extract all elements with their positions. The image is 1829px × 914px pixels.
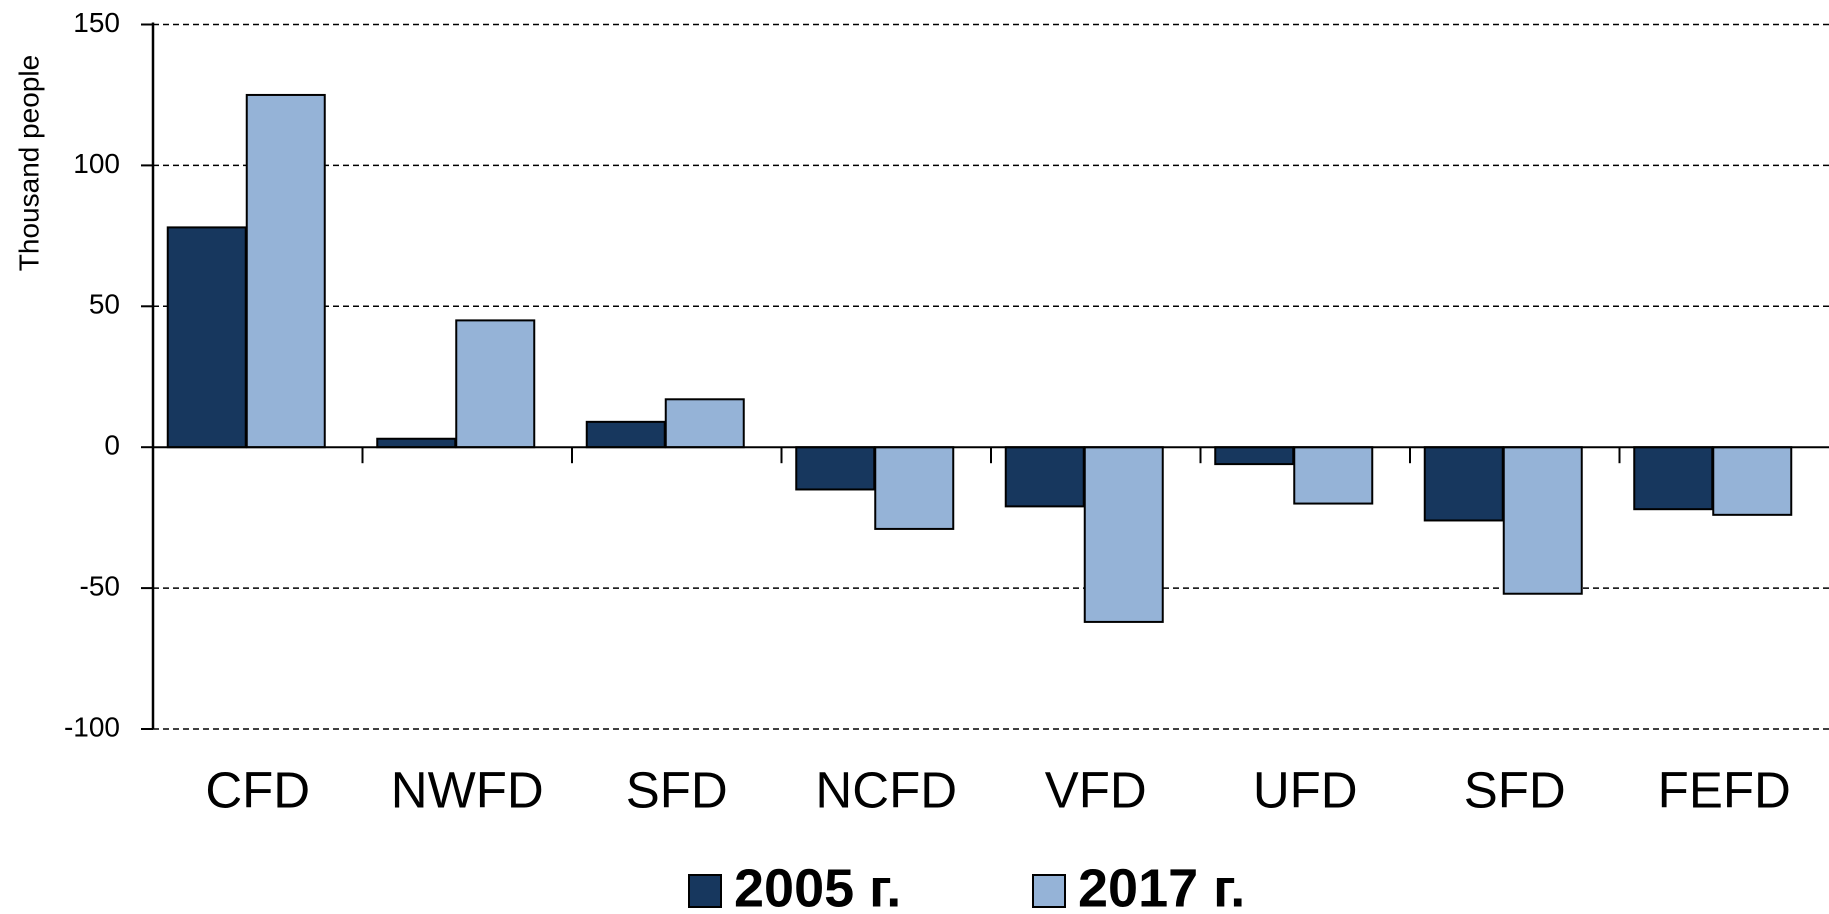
bar xyxy=(166,226,247,449)
y-tick-label: 50 xyxy=(89,289,120,320)
legend-swatch xyxy=(1032,874,1066,908)
bar xyxy=(1214,446,1295,466)
y-tick-label: 150 xyxy=(73,7,120,38)
x-tick-label: CFD xyxy=(205,761,310,818)
legend-swatch xyxy=(688,874,722,908)
bar xyxy=(585,420,666,449)
bar xyxy=(664,398,745,449)
y-tick-label: -100 xyxy=(64,711,120,742)
x-tick-label: SFD xyxy=(626,761,728,818)
y-tick-label: -50 xyxy=(80,570,120,601)
x-tick-label: NCFD xyxy=(815,761,957,818)
x-tick-label: NWFD xyxy=(391,761,544,818)
x-tick-label: VFD xyxy=(1045,761,1147,818)
legend-label: 2005 г. xyxy=(734,858,901,914)
bar xyxy=(1712,446,1793,516)
y-axis-label: Thousand people xyxy=(13,55,44,271)
bar xyxy=(1293,446,1374,505)
legend-label: 2017 г. xyxy=(1078,858,1245,914)
bar xyxy=(1004,446,1085,508)
y-tick-label: 0 xyxy=(104,430,120,461)
bar xyxy=(874,446,955,530)
y-tick-label: 100 xyxy=(73,148,120,179)
bar xyxy=(245,93,326,449)
bar xyxy=(1633,446,1714,511)
bar xyxy=(376,437,457,449)
bar xyxy=(1083,446,1164,623)
x-tick-label: UFD xyxy=(1253,761,1358,818)
bar xyxy=(1502,446,1583,595)
bar xyxy=(455,319,536,449)
x-tick-label: SFD xyxy=(1464,761,1566,818)
bar xyxy=(1423,446,1504,522)
x-tick-label: FEFD xyxy=(1658,761,1791,818)
bar xyxy=(795,446,876,491)
